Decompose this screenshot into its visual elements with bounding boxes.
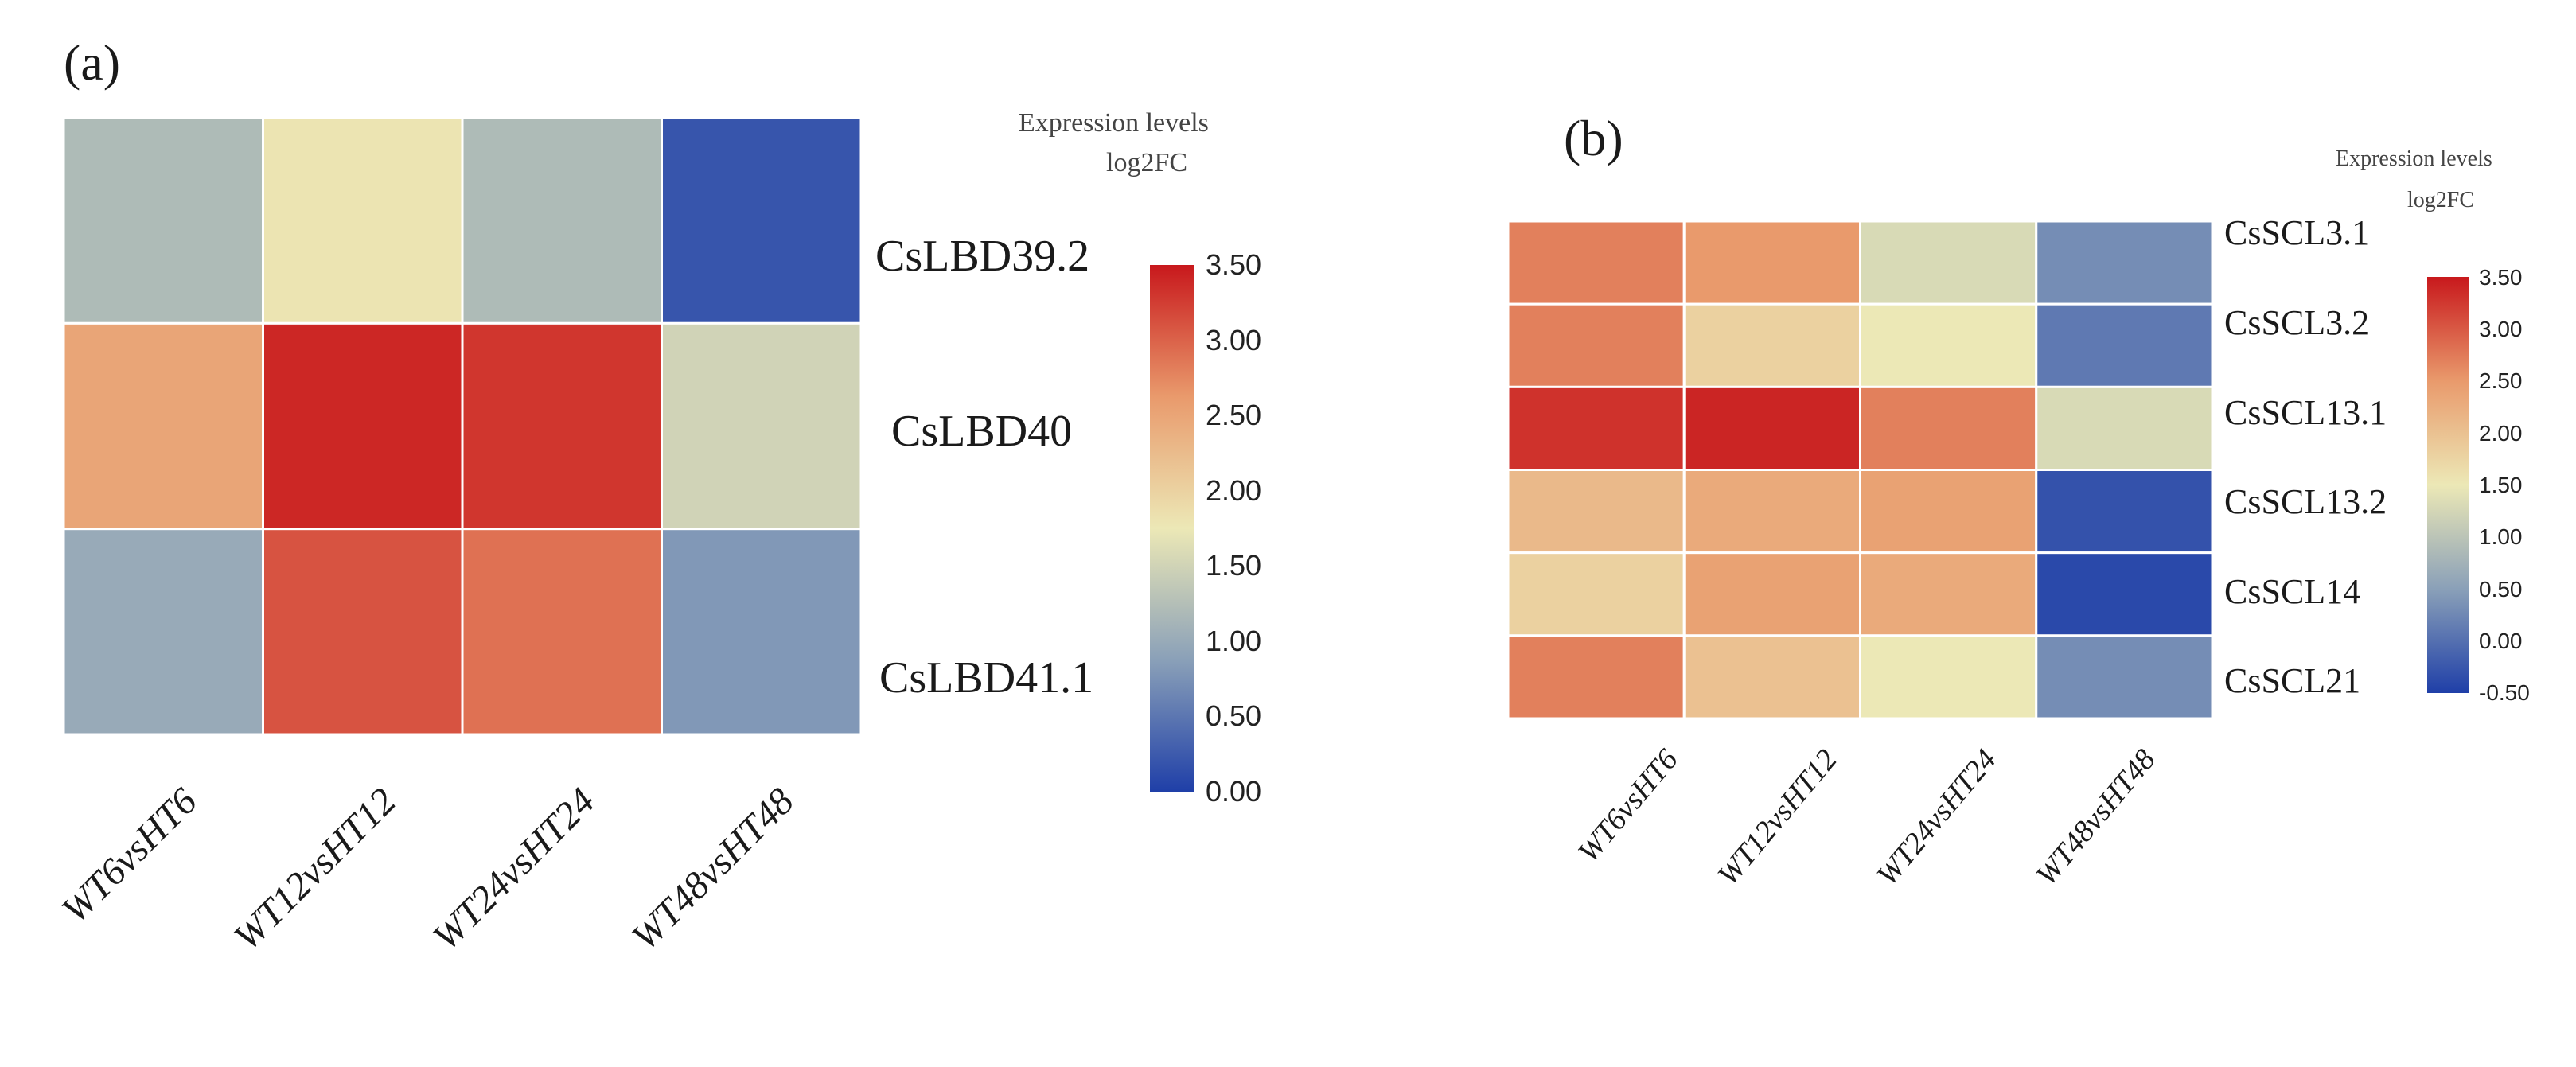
heatmap-a-cell-r1-c2 — [461, 321, 663, 531]
legend-a-title-line2: log2FC — [1106, 148, 1187, 177]
heatmap-b-cell-r0-c2 — [1859, 220, 2038, 306]
row-label-csscl13-2: CsSCL13.2 — [2224, 482, 2387, 521]
heatmap-b-cell-r5-c2 — [1859, 634, 2038, 720]
heatmap-b-cell-r0-c1 — [1682, 220, 1861, 306]
heatmap-a-cell-r0-c2 — [461, 116, 663, 325]
heatmap-a-cell-r0-c1 — [262, 116, 464, 325]
heatmap-b-cell-r5-c0 — [1506, 634, 1686, 720]
panel-b-label: (b) — [1564, 110, 1623, 166]
colorbar-a-tick: 3.50 — [1206, 248, 1261, 281]
colorbar-b — [2427, 277, 2469, 693]
heatmap-b-cell-r3-c2 — [1859, 469, 2038, 555]
col-label-wt6vsht6-b: WT6vsHT6 — [1572, 743, 1685, 869]
heatmap-b-cell-r0-c0 — [1506, 220, 1686, 306]
heatmap-a-cell-r2-c1 — [262, 528, 464, 736]
heatmap-b-cell-r2-c1 — [1682, 385, 1861, 471]
row-label-csscl21: CsSCL21 — [2224, 661, 2360, 700]
row-label-csscl13-1: CsSCL13.1 — [2224, 393, 2387, 432]
heatmap-a-cell-r2-c0 — [62, 528, 264, 736]
colorbar-a-ticks: 3.50 3.00 2.50 2.00 1.50 1.00 0.50 0.00 — [1206, 248, 1261, 808]
panel-b: (b) CsSCL3.1 CsSCL3.2 CsSCL13.1 CsSCL13.… — [1506, 110, 2530, 892]
heatmap-b-cell-r0-c3 — [2035, 220, 2214, 306]
row-label-csscl3-2: CsSCL3.2 — [2224, 303, 2369, 342]
heatmap-b-cell-r2-c0 — [1506, 385, 1686, 471]
heatmap-b-cell-r4-c0 — [1506, 551, 1686, 637]
colorbar-b-tick: 2.50 — [2479, 368, 2523, 393]
heatmap-b-cell-r1-c1 — [1682, 302, 1861, 388]
heatmap-b-cell-r3-c3 — [2035, 469, 2214, 555]
heatmap-b-cell-r3-c1 — [1682, 469, 1861, 555]
heatmap-b-cell-r1-c3 — [2035, 302, 2214, 388]
heatmap-b-column-labels: WT6vsHT6 WT12vsHT12 WT24vsHT24 WT48vsHT4… — [1572, 743, 2162, 892]
heatmap-b-cell-r4-c3 — [2035, 551, 2214, 637]
colorbar-a-tick: 3.00 — [1206, 324, 1261, 356]
heatmap-a-cell-r2-c3 — [661, 528, 863, 736]
colorbar-b-tick: 3.00 — [2479, 317, 2523, 341]
heatmap-a-row-labels: CsLBD39.2 CsLBD40 CsLBD41.1 — [875, 232, 1093, 703]
row-label-cslbd41-1: CsLBD41.1 — [879, 653, 1093, 703]
panel-a-label: (a) — [64, 34, 120, 91]
legend-a: Expression levels log2FC 3.50 3.00 2.50 … — [1019, 108, 1261, 808]
heatmap-b-cell-r5-c3 — [2035, 634, 2214, 720]
legend-b: Expression levels log2FC 3.50 3.00 2.50 … — [2336, 146, 2530, 705]
heatmap-a-cells — [62, 116, 863, 736]
heatmap-a-cell-r2-c2 — [461, 528, 663, 736]
colorbar-b-ticks: 3.50 3.00 2.50 2.00 1.50 1.00 0.50 0.00 … — [2479, 265, 2530, 705]
colorbar-b-tick: 1.50 — [2479, 473, 2523, 497]
col-label-wt24vsht24: WT24vsHT24 — [425, 780, 603, 958]
legend-a-title-line1: Expression levels — [1019, 108, 1209, 138]
row-label-cslbd40: CsLBD40 — [891, 407, 1072, 456]
heatmap-b-cell-r3-c0 — [1506, 469, 1686, 555]
heatmap-a-cell-r1-c0 — [62, 321, 264, 531]
heatmap-b-row-labels: CsSCL3.1 CsSCL3.2 CsSCL13.1 CsSCL13.2 Cs… — [2224, 213, 2387, 700]
colorbar-b-tick: 0.00 — [2479, 629, 2523, 653]
colorbar-a-tick: 1.00 — [1206, 625, 1261, 657]
heatmap-a-cell-r0-c3 — [661, 116, 863, 325]
colorbar-a-tick: 2.00 — [1206, 474, 1261, 507]
colorbar-a-tick: 1.50 — [1206, 549, 1261, 582]
legend-b-title-line1: Expression levels — [2336, 146, 2492, 171]
heatmap-b-cell-r4-c1 — [1682, 551, 1861, 637]
colorbar-a-tick: 0.50 — [1206, 699, 1261, 732]
heatmap-b-cell-r2-c2 — [1859, 385, 2038, 471]
heatmap-b-cell-r4-c2 — [1859, 551, 2038, 637]
col-label-wt12vsht12: WT12vsHT12 — [226, 780, 404, 958]
colorbar-b-tick: 1.00 — [2479, 524, 2523, 549]
heatmap-b-cell-r1-c2 — [1859, 302, 2038, 388]
colorbar-a — [1150, 265, 1194, 792]
heatmap-a-cell-r1-c1 — [262, 321, 464, 531]
col-label-wt48vsht48: WT48vsHT48 — [624, 780, 802, 958]
heatmap-b-cell-r2-c3 — [2035, 385, 2214, 471]
heatmap-a-cell-r1-c3 — [661, 321, 863, 531]
row-label-cslbd39-2: CsLBD39.2 — [875, 232, 1089, 281]
colorbar-b-tick: 0.50 — [2479, 577, 2523, 602]
col-label-wt24vsht24-b: WT24vsHT24 — [1870, 743, 2003, 892]
col-label-wt48vsht48-b: WT48vsHT48 — [2029, 743, 2162, 892]
row-label-csscl3-1: CsSCL3.1 — [2224, 213, 2369, 252]
heatmap-a-cell-r0-c0 — [62, 116, 264, 325]
heatmap-b-cell-r5-c1 — [1682, 634, 1861, 720]
colorbar-b-tick: -0.50 — [2479, 680, 2530, 705]
panel-a: (a) CsLBD39.2 CsLBD40 CsLBD41.1 WT6vsHT6… — [54, 34, 1262, 958]
heatmap-b-cell-r1-c0 — [1506, 302, 1686, 388]
colorbar-a-tick: 0.00 — [1206, 775, 1261, 808]
col-label-wt6vsht6: WT6vsHT6 — [54, 780, 205, 931]
heatmap-b-cells — [1506, 220, 2214, 720]
legend-b-title-line2: log2FC — [2407, 188, 2474, 212]
heatmap-a-column-labels: WT6vsHT6 WT12vsHT12 WT24vsHT24 WT48vsHT4… — [54, 780, 802, 958]
colorbar-b-tick: 3.50 — [2479, 265, 2523, 290]
row-label-csscl14: CsSCL14 — [2224, 572, 2360, 611]
colorbar-a-tick: 2.50 — [1206, 399, 1261, 431]
colorbar-b-tick: 2.00 — [2479, 421, 2523, 446]
col-label-wt12vsht12-b: WT12vsHT12 — [1711, 743, 1844, 892]
